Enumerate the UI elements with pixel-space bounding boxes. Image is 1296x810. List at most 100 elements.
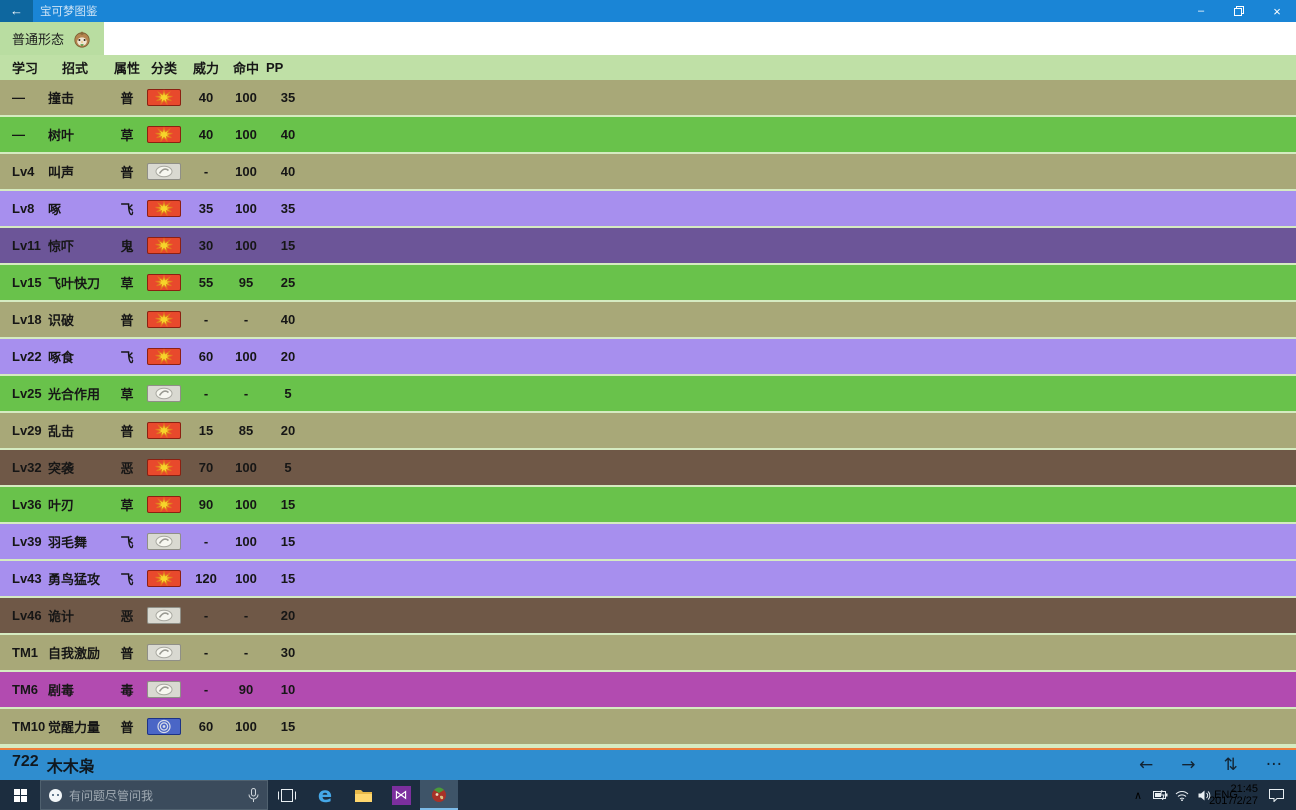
header-category: 分类 (150, 61, 177, 76)
special-move-icon (142, 718, 186, 735)
table-row[interactable]: Lv36 叶刃 草 90 100 15 (0, 487, 1296, 522)
table-row[interactable]: — 树叶 草 40 100 40 (0, 117, 1296, 152)
table-row[interactable]: Lv18 识破 普 - - 40 (0, 302, 1296, 337)
move-power: 60 (198, 719, 214, 734)
move-table-header: 学习 招式 属性 分类 威力 命中 PP (0, 55, 1296, 80)
move-name: 剧毒 (48, 683, 75, 698)
start-button[interactable] (0, 780, 40, 810)
title-bar: ← 宝可梦图鉴 – × (0, 0, 1296, 22)
learn-method: TM10 (12, 719, 46, 734)
move-type: 鬼 (120, 239, 134, 254)
action-center-button[interactable] (1260, 788, 1292, 802)
move-pp: 25 (280, 275, 296, 290)
move-name: 羽毛舞 (48, 535, 88, 550)
table-row[interactable]: TM10 觉醒力量 普 60 100 15 (0, 709, 1296, 744)
move-pp: 30 (280, 645, 296, 660)
edge-browser-button[interactable]: e (306, 780, 344, 810)
pokedex-app-taskbar-button[interactable] (420, 780, 458, 810)
battery-status-button[interactable] (1150, 790, 1170, 800)
microphone-icon[interactable] (248, 787, 259, 803)
table-row[interactable]: Lv8 啄 飞 35 100 35 (0, 191, 1296, 226)
volume-status-button[interactable] (1194, 790, 1214, 801)
clock-button[interactable]: 21:45 2017/2/27 (1209, 783, 1258, 807)
tray-expand-button[interactable]: ∧ (1128, 789, 1148, 802)
move-accuracy: 100 (235, 90, 257, 105)
move-type: 普 (120, 424, 134, 439)
table-row[interactable]: Lv15 飞叶快刀 草 55 95 25 (0, 265, 1296, 300)
header-power: 威力 (192, 61, 219, 76)
next-pokemon-button[interactable]: → (1181, 756, 1195, 774)
move-type: 草 (120, 128, 134, 143)
move-accuracy: - (243, 645, 249, 660)
move-name: 撞击 (48, 91, 75, 106)
table-row[interactable]: Lv29 乱击 普 15 85 20 (0, 413, 1296, 448)
file-explorer-button[interactable] (344, 780, 382, 810)
learn-method: Lv32 (12, 460, 42, 475)
learn-method: Lv46 (12, 608, 42, 623)
move-name: 惊吓 (48, 239, 75, 254)
move-power: 60 (198, 349, 214, 364)
table-row[interactable]: Lv11 惊吓 鬼 30 100 15 (0, 228, 1296, 263)
table-row[interactable]: Lv25 光合作用 草 - - 5 (0, 376, 1296, 411)
move-power: - (203, 608, 209, 623)
move-accuracy: 90 (238, 682, 254, 697)
sort-button[interactable]: ⇅ (1224, 756, 1238, 774)
tab-normal-form[interactable]: 普通形态 (0, 22, 105, 55)
bottom-bar-actions: ← → ⇅ ··· (1139, 756, 1282, 774)
learn-method: Lv43 (12, 571, 42, 586)
task-view-button[interactable] (268, 780, 306, 810)
physical-move-icon (142, 422, 186, 439)
wifi-status-button[interactable] (1172, 790, 1192, 801)
pokemon-number: 722 (12, 753, 39, 770)
table-row[interactable]: Lv32 突袭 恶 70 100 5 (0, 450, 1296, 485)
table-row[interactable]: Lv43 勇鸟猛攻 飞 120 100 15 (0, 561, 1296, 596)
window-title: 宝可梦图鉴 (40, 6, 98, 18)
close-button[interactable]: × (1258, 0, 1296, 22)
minimize-icon: – (1197, 5, 1205, 17)
cortana-search-box[interactable]: 有问题尽管问我 (40, 780, 268, 810)
time-label: 21:45 (1230, 783, 1258, 795)
language-indicator[interactable]: ENG (1214, 789, 1238, 801)
learn-method: Lv15 (12, 275, 42, 290)
table-row[interactable]: Lv22 啄食 飞 60 100 20 (0, 339, 1296, 374)
move-type: 普 (120, 91, 134, 106)
move-accuracy: 100 (235, 534, 257, 549)
move-accuracy: 100 (235, 719, 257, 734)
back-button[interactable]: ← (0, 0, 33, 22)
table-row[interactable]: Lv39 羽毛舞 飞 - 100 15 (0, 524, 1296, 559)
search-placeholder-text: 有问题尽管问我 (69, 788, 154, 803)
move-pp: 40 (280, 164, 296, 179)
move-name: 识破 (48, 313, 75, 328)
move-accuracy: 100 (235, 238, 257, 253)
more-options-button[interactable]: ··· (1266, 756, 1282, 774)
learn-method: Lv11 (12, 238, 41, 253)
edge-icon: e (317, 783, 333, 807)
table-row[interactable]: TM6 剧毒 毒 - 90 10 (0, 672, 1296, 707)
table-row[interactable]: TM1 自我激励 普 - - 30 (0, 635, 1296, 670)
action-center-icon (1268, 788, 1284, 802)
table-row[interactable]: Lv46 诡计 恶 - - 20 (0, 598, 1296, 633)
move-power: 35 (198, 201, 214, 216)
visual-studio-button[interactable]: ⋈ (382, 780, 420, 810)
learn-method: Lv25 (12, 386, 42, 401)
move-name: 勇鸟猛攻 (48, 572, 101, 587)
minimize-button[interactable]: – (1182, 0, 1220, 22)
move-name: 乱击 (48, 424, 75, 439)
status-move-icon (142, 644, 186, 661)
move-power: 40 (198, 90, 214, 105)
move-pp: 40 (280, 312, 296, 327)
physical-move-icon (142, 126, 186, 143)
move-name: 树叶 (48, 128, 75, 143)
move-accuracy: 100 (235, 460, 257, 475)
move-type: 普 (120, 720, 134, 735)
learn-method: Lv4 (12, 164, 35, 179)
restore-button[interactable] (1220, 0, 1258, 22)
previous-pokemon-button[interactable]: ← (1139, 756, 1153, 774)
move-pp: 15 (280, 719, 296, 734)
move-accuracy: 85 (238, 423, 254, 438)
move-accuracy: 95 (238, 275, 254, 290)
table-row[interactable]: Lv4 叫声 普 - 100 40 (0, 154, 1296, 189)
status-move-icon (142, 607, 186, 624)
move-pp: 15 (280, 534, 296, 549)
table-row[interactable]: — 撞击 普 40 100 35 (0, 80, 1296, 115)
